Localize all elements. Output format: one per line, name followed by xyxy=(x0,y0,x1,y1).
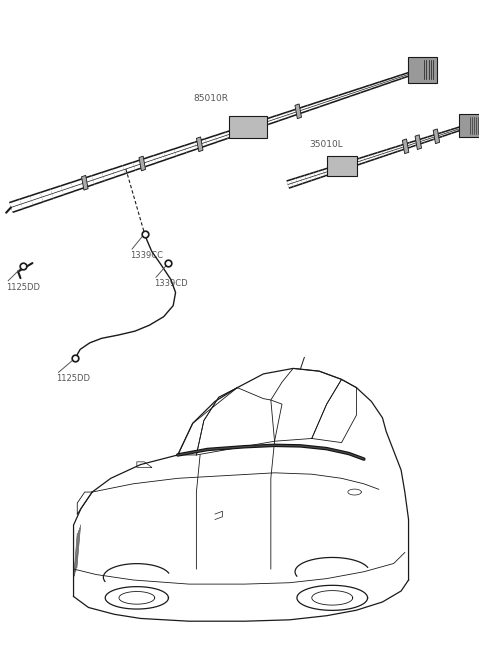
Polygon shape xyxy=(254,118,261,133)
Text: 1339CD: 1339CD xyxy=(154,279,188,288)
Text: 85010R: 85010R xyxy=(194,94,229,102)
Polygon shape xyxy=(415,135,421,150)
FancyBboxPatch shape xyxy=(229,116,266,138)
Polygon shape xyxy=(433,129,440,144)
Text: 1339CC: 1339CC xyxy=(130,251,163,260)
Polygon shape xyxy=(196,137,203,152)
Polygon shape xyxy=(82,175,88,190)
Text: 1125DD: 1125DD xyxy=(6,283,40,292)
Polygon shape xyxy=(295,104,301,119)
FancyBboxPatch shape xyxy=(458,114,480,137)
FancyBboxPatch shape xyxy=(327,156,358,176)
Polygon shape xyxy=(402,139,409,154)
Polygon shape xyxy=(139,156,145,171)
Text: 1125DD: 1125DD xyxy=(56,374,90,383)
FancyBboxPatch shape xyxy=(408,57,437,83)
Text: 35010L: 35010L xyxy=(309,139,343,148)
